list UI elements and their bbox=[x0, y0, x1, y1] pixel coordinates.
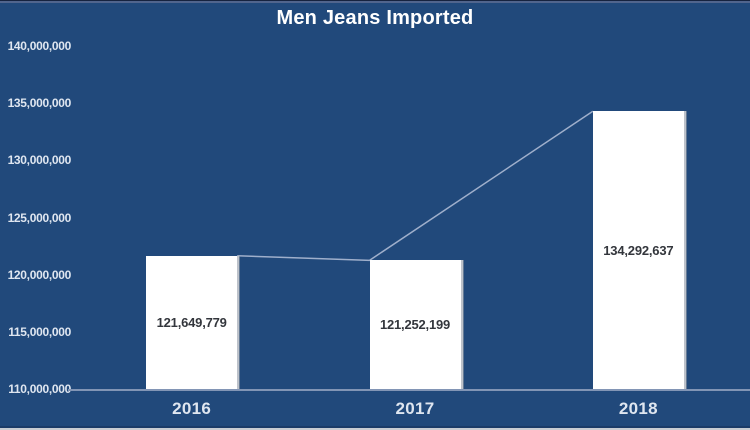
bar-value-label: 134,292,637 bbox=[603, 242, 674, 258]
y-axis-tick-label: 110,000,000 bbox=[8, 382, 71, 396]
trend-line bbox=[237, 110, 594, 262]
bar-value-label: 121,252,199 bbox=[379, 317, 451, 333]
bar-value-label: 121,649,779 bbox=[156, 314, 227, 330]
bottom-border-dark-line bbox=[0, 426, 750, 428]
chart-title: Men Jeans Imported bbox=[276, 7, 474, 29]
bar-2017: 121,252,199 bbox=[369, 260, 461, 389]
y-axis-tick-label: 140,000,000 bbox=[7, 39, 72, 53]
y-axis-tick-label: 135,000,000 bbox=[7, 96, 72, 111]
x-axis-label-2018: 2018 bbox=[618, 399, 658, 418]
bar-2018: 134,292,637 bbox=[592, 111, 684, 389]
x-axis-label-2016: 2016 bbox=[172, 399, 212, 418]
bar-2016: 121,649,779 bbox=[146, 255, 238, 389]
y-axis-tick-label: 120,000,000 bbox=[7, 267, 72, 282]
y-axis-tick-label: 115,000,000 bbox=[8, 324, 71, 339]
y-axis-tick-label: 130,000,000 bbox=[7, 153, 72, 168]
x-axis-label-2017: 2017 bbox=[395, 399, 435, 418]
bottom-border-light-line bbox=[0, 428, 750, 430]
y-axis-tick-label: 125,000,000 bbox=[7, 210, 72, 225]
x-axis-line bbox=[68, 389, 750, 391]
top-border-light-line bbox=[0, 1, 750, 3]
top-border-dark-line bbox=[0, 0, 750, 1]
